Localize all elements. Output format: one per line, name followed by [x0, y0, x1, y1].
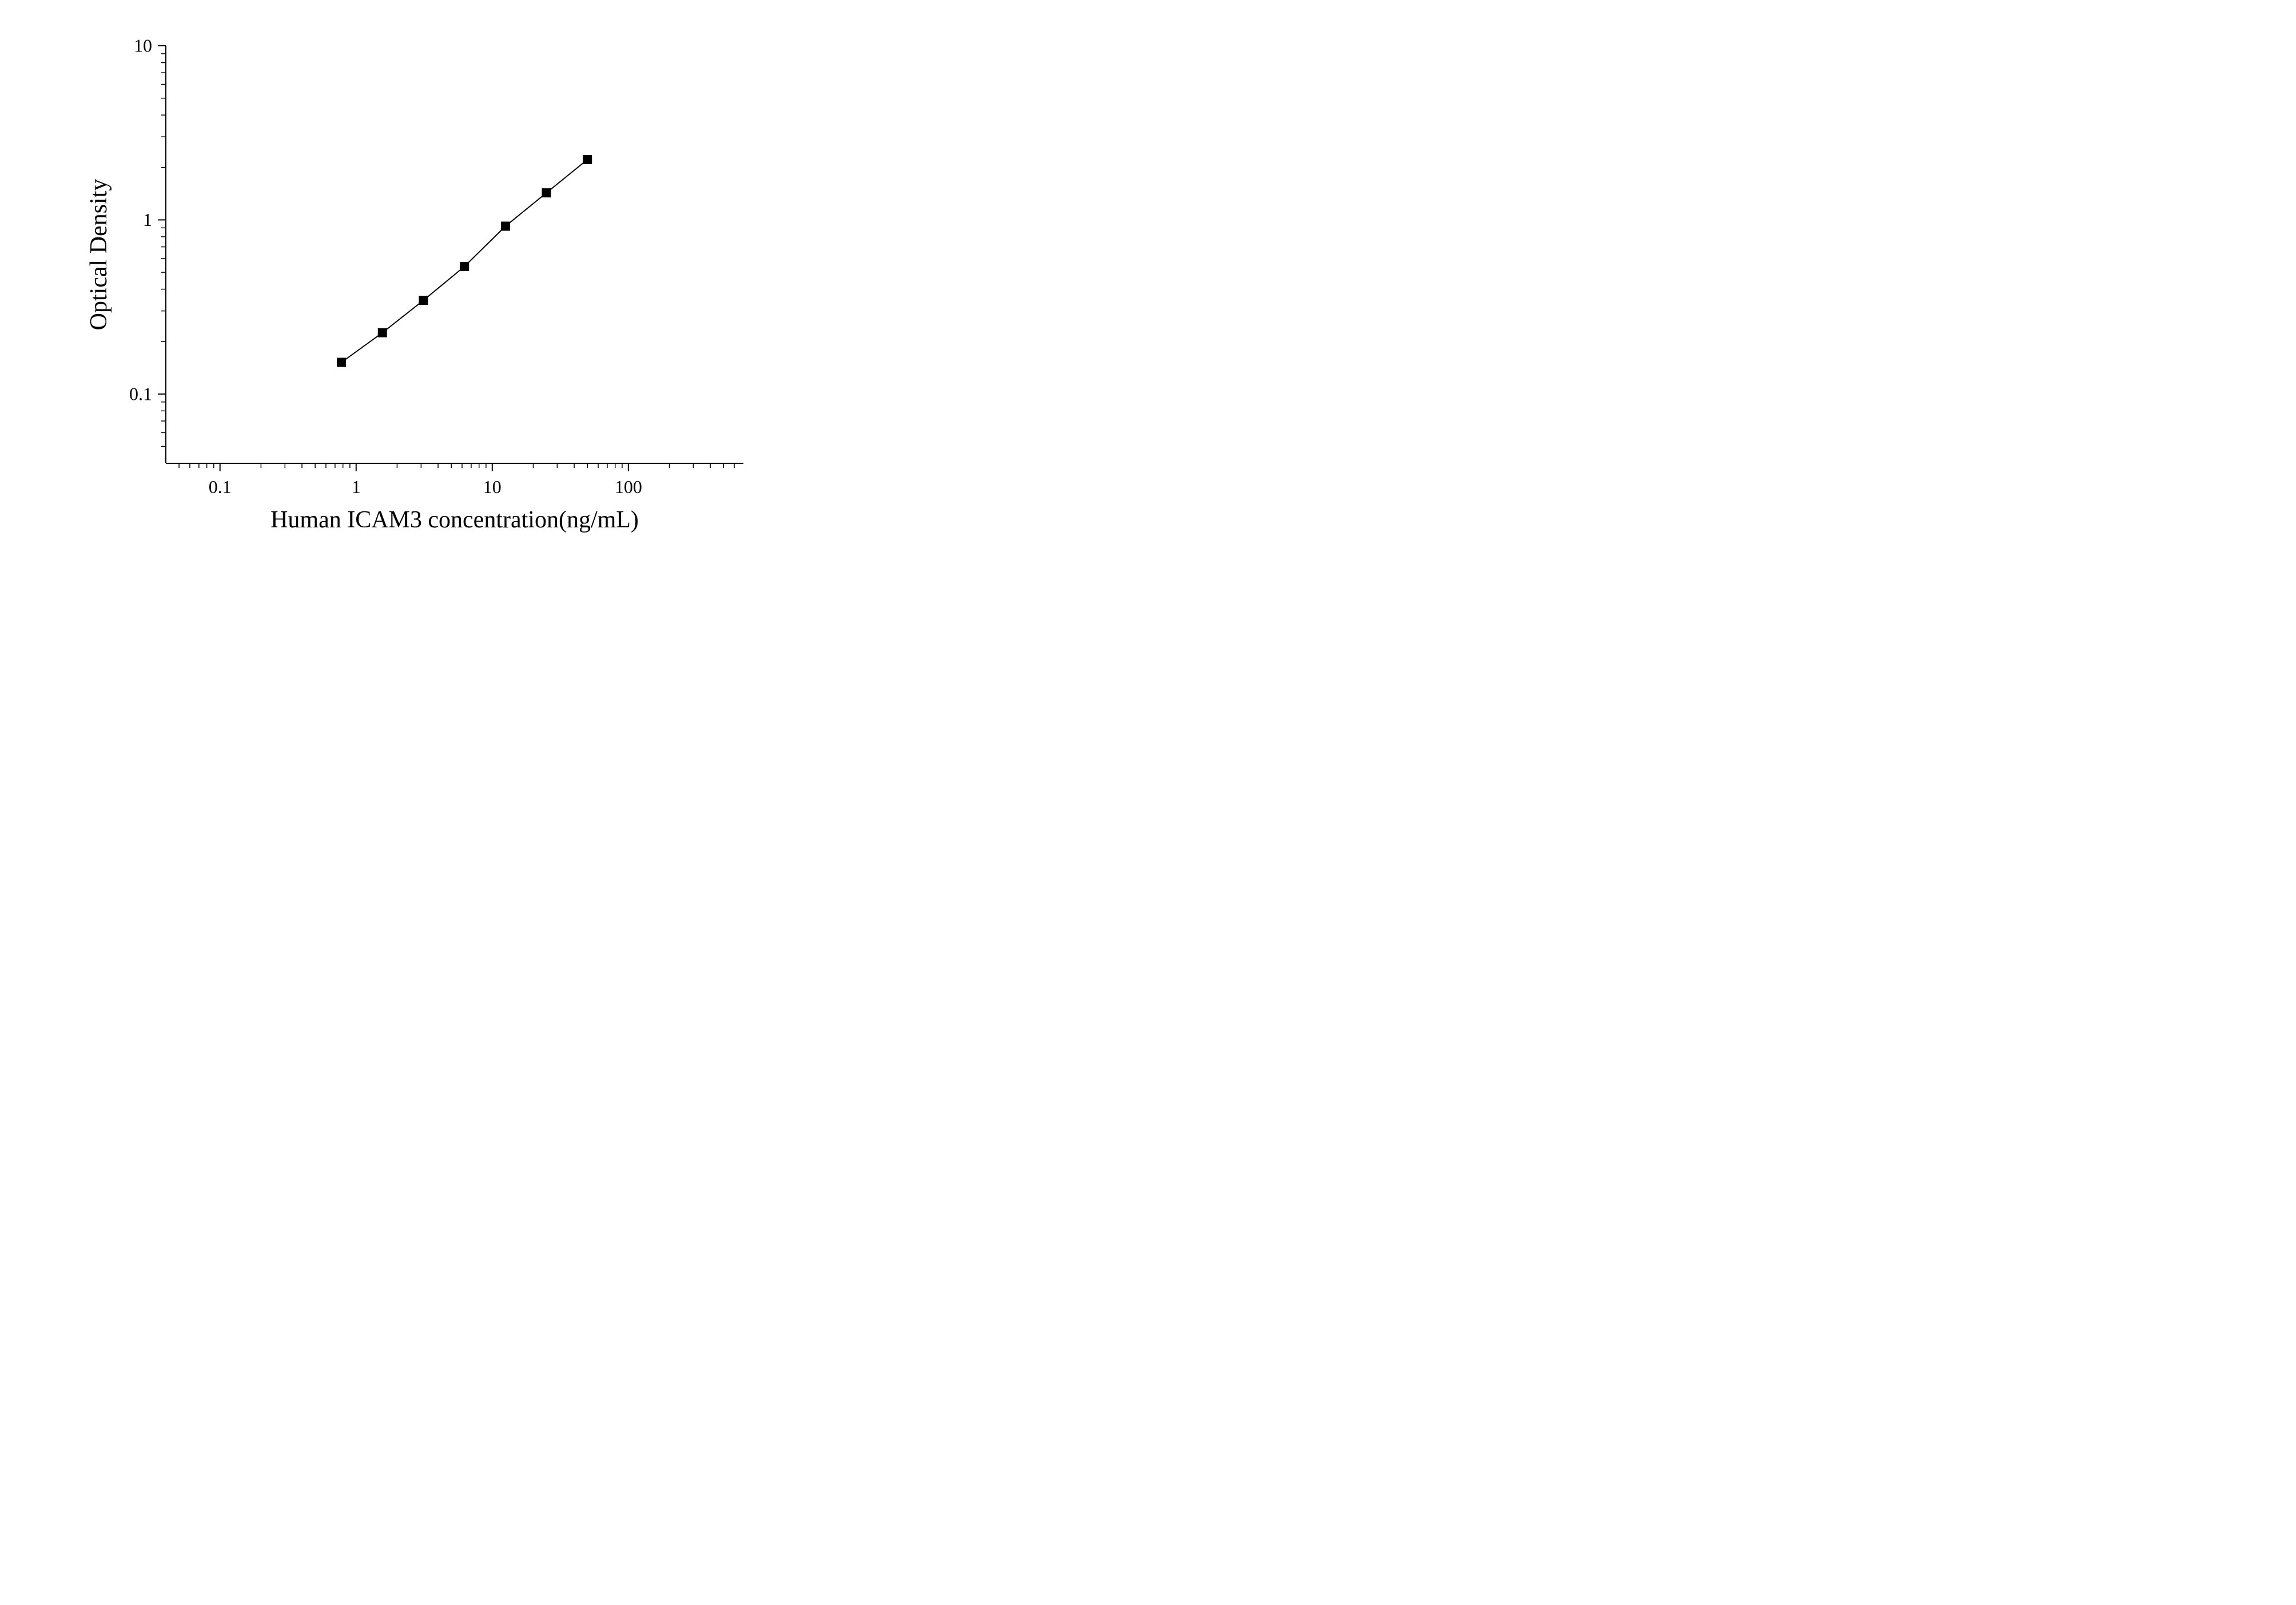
data-marker	[419, 296, 428, 305]
data-marker	[542, 188, 551, 197]
data-marker	[501, 221, 510, 231]
x-tick-label: 100	[615, 476, 642, 497]
data-marker	[378, 328, 387, 337]
data-marker	[460, 262, 469, 271]
x-tick-label: 10	[483, 476, 502, 497]
chart-container: 0.1 1 10 100 0.1 1 10 Human ICAM3 concentration…	[11, 11, 812, 572]
chart-svg: 0.1 1 10 100 0.1 1 10 Human ICAM3 concentration…	[11, 11, 812, 572]
x-tick-label: 0.1	[209, 476, 232, 497]
x-tick-label: 1	[352, 476, 361, 497]
y-tick-label: 10	[134, 35, 152, 56]
x-axis-label: Human ICAM3 concentration(ng/mL)	[270, 507, 639, 533]
data-marker	[337, 357, 346, 367]
y-tick-label: 0.1	[129, 384, 152, 404]
chart-background	[11, 11, 812, 572]
y-tick-label: 1	[143, 209, 152, 230]
data-marker	[583, 155, 592, 164]
y-axis-label: Optical Density	[86, 179, 112, 331]
